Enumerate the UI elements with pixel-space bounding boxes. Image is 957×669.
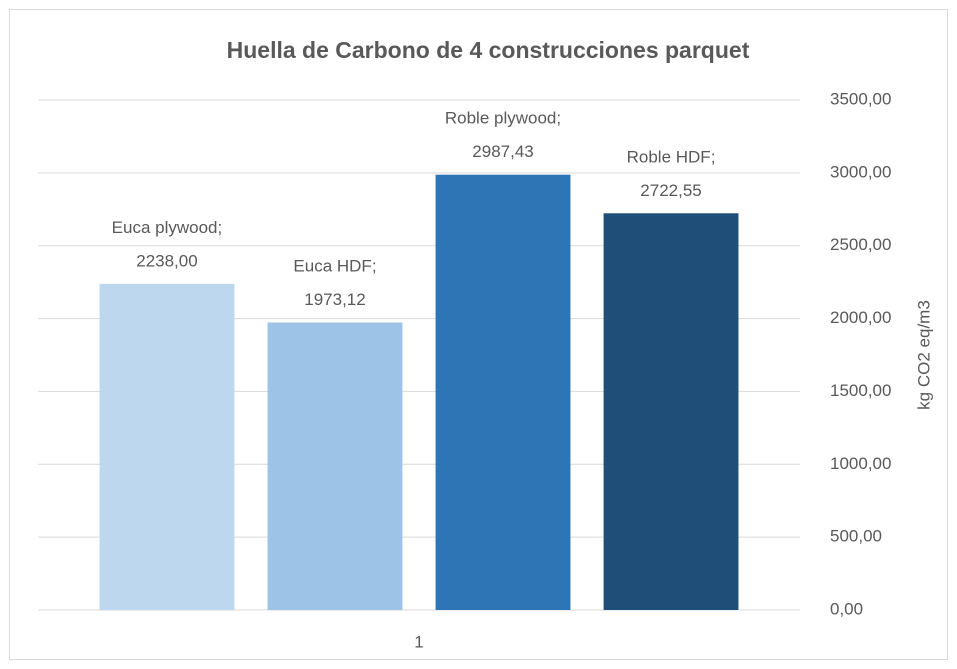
data-label: Euca HDF; bbox=[293, 257, 376, 276]
bar bbox=[435, 174, 571, 610]
y-axis-title: kg CO2 eq/m3 bbox=[914, 300, 933, 410]
data-label-name: Euca plywood bbox=[112, 218, 218, 237]
y-tick-label: 2000,00 bbox=[830, 308, 891, 327]
data-label-value: 1973,12 bbox=[304, 290, 365, 309]
data-label: Roble plywood; bbox=[445, 109, 561, 128]
bar bbox=[603, 213, 739, 610]
data-label-separator: ; bbox=[372, 257, 377, 276]
data-label-name: Roble plywood bbox=[445, 109, 557, 128]
y-tick-label: 2500,00 bbox=[830, 235, 891, 254]
bar bbox=[99, 283, 235, 610]
data-label-separator: ; bbox=[556, 109, 561, 128]
data-label-separator: ; bbox=[711, 148, 716, 167]
y-tick-label: 0,00 bbox=[830, 599, 863, 618]
data-label-name: Euca HDF bbox=[293, 257, 371, 276]
chart-title: Huella de Carbono de 4 construcciones pa… bbox=[227, 37, 750, 63]
data-label: Roble HDF; bbox=[627, 148, 716, 167]
data-label: Euca plywood; bbox=[112, 218, 223, 237]
y-tick-label: 1500,00 bbox=[830, 381, 891, 400]
y-tick-label: 1000,00 bbox=[830, 454, 891, 473]
bar bbox=[267, 322, 403, 610]
data-label-value: 2722,55 bbox=[640, 181, 701, 200]
data-label-value: 2238,00 bbox=[136, 251, 197, 270]
y-tick-label: 3500,00 bbox=[830, 89, 891, 108]
y-tick-label: 3000,00 bbox=[830, 162, 891, 181]
data-label-value: 2987,43 bbox=[472, 142, 533, 161]
data-label-separator: ; bbox=[218, 218, 223, 237]
x-tick-label: 1 bbox=[414, 632, 423, 651]
data-label-name: Roble HDF bbox=[627, 148, 711, 167]
y-tick-label: 500,00 bbox=[830, 527, 882, 546]
